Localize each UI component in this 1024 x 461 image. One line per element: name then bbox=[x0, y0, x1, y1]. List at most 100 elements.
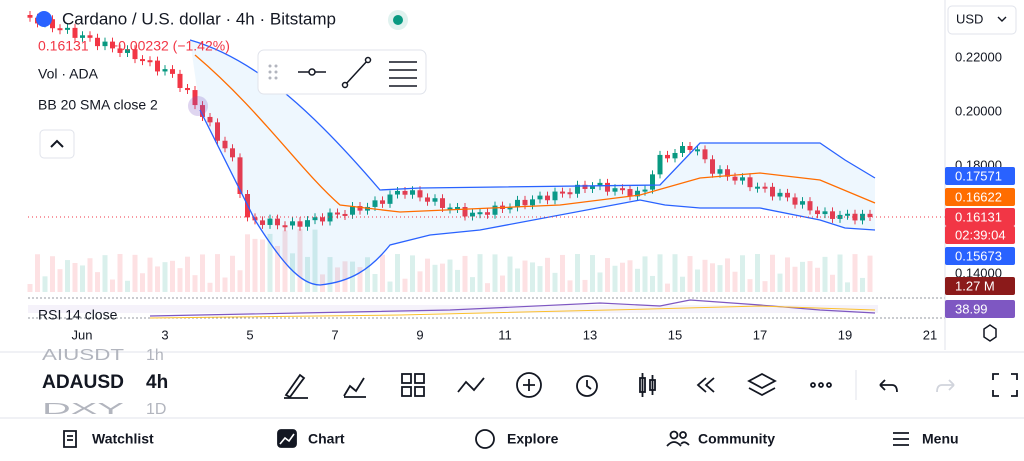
candle bbox=[650, 174, 655, 190]
volume-bar bbox=[665, 283, 670, 292]
symbol-interval[interactable]: 1D bbox=[146, 401, 166, 418]
price-label: 0.22000 bbox=[955, 49, 1002, 64]
candle bbox=[417, 190, 423, 198]
candle bbox=[290, 221, 295, 226]
candle bbox=[530, 199, 535, 206]
nav-item[interactable]: Watchlist bbox=[92, 431, 154, 447]
volume-bar bbox=[230, 255, 235, 292]
candle bbox=[387, 194, 393, 204]
time-label: 3 bbox=[161, 327, 168, 342]
volume-bar bbox=[732, 271, 738, 292]
symbol-interval[interactable]: 4h bbox=[146, 372, 168, 393]
symbol-interval[interactable]: 1h bbox=[146, 347, 164, 364]
status-dot bbox=[393, 15, 403, 25]
volume-bar bbox=[95, 272, 100, 292]
volume-bar bbox=[117, 254, 123, 292]
candle bbox=[522, 199, 528, 206]
nav-item[interactable]: Explore bbox=[507, 431, 559, 447]
volume-bar bbox=[80, 265, 85, 292]
candle bbox=[357, 206, 363, 211]
add-symbol[interactable] bbox=[516, 372, 542, 398]
candle bbox=[455, 207, 460, 210]
trend-line-tool[interactable] bbox=[341, 56, 372, 89]
alert[interactable] bbox=[576, 375, 598, 397]
volume-bar bbox=[140, 273, 145, 292]
rsi-line bbox=[149, 299, 876, 317]
time-label: 13 bbox=[583, 327, 597, 342]
candle bbox=[860, 213, 865, 221]
symbol-name[interactable]: ADAUSD bbox=[42, 372, 124, 393]
volume-bar bbox=[695, 269, 700, 292]
candle bbox=[50, 19, 55, 29]
volume-bar bbox=[845, 282, 850, 292]
nav-item[interactable]: Community bbox=[698, 431, 775, 447]
volume-legend[interactable]: Vol · ADA bbox=[38, 66, 99, 82]
fib-tool[interactable] bbox=[389, 61, 417, 87]
collapse-button[interactable] bbox=[39, 129, 75, 159]
horizontal-line-tool[interactable] bbox=[298, 68, 326, 76]
candle bbox=[342, 213, 348, 216]
volume-bar bbox=[290, 253, 295, 292]
more[interactable] bbox=[810, 382, 832, 388]
draw-tool[interactable] bbox=[284, 373, 308, 399]
layers[interactable] bbox=[747, 372, 777, 397]
nav-item[interactable]: Menu bbox=[922, 431, 959, 447]
redo[interactable] bbox=[936, 379, 955, 393]
time-label: 11 bbox=[498, 327, 512, 342]
compare[interactable] bbox=[457, 377, 485, 393]
badge-label: 02:39:04 bbox=[955, 227, 1006, 242]
volume-bar bbox=[410, 255, 415, 292]
rsi-legend[interactable]: RSI 14 close bbox=[38, 307, 118, 323]
volume-bar bbox=[492, 254, 498, 292]
candle bbox=[402, 190, 408, 195]
volume-bar bbox=[702, 259, 708, 292]
undo[interactable] bbox=[879, 379, 898, 393]
volume-bar bbox=[762, 281, 768, 292]
symbol-title[interactable]: Cardano / U.S. dollar · 4h · Bitstamp bbox=[62, 9, 336, 28]
candle bbox=[575, 184, 580, 194]
volume-bar bbox=[582, 279, 588, 292]
candle bbox=[830, 211, 835, 219]
volume-bar bbox=[515, 268, 520, 292]
volume-bar bbox=[785, 257, 790, 292]
fullscreen[interactable] bbox=[992, 373, 1018, 397]
indicators[interactable] bbox=[343, 377, 366, 398]
candle bbox=[770, 186, 775, 197]
symbol-name[interactable]: DXY bbox=[42, 401, 125, 418]
candle bbox=[582, 184, 588, 189]
bar-style[interactable] bbox=[639, 373, 656, 397]
rsi-band bbox=[28, 305, 878, 313]
currency-select[interactable] bbox=[947, 5, 1017, 35]
candle bbox=[102, 41, 108, 47]
volume-bar bbox=[365, 257, 370, 292]
candle bbox=[267, 218, 273, 225]
volume-bar bbox=[102, 255, 108, 292]
volume-bar bbox=[552, 272, 558, 292]
symbol-name[interactable]: AIUSDT bbox=[42, 347, 124, 364]
volume-bar bbox=[207, 282, 213, 292]
candle bbox=[732, 176, 738, 181]
candle bbox=[425, 197, 430, 202]
candle bbox=[807, 201, 813, 211]
price-badge bbox=[945, 247, 1015, 265]
candle bbox=[507, 207, 513, 210]
volume-bar bbox=[395, 254, 400, 292]
replay[interactable] bbox=[696, 377, 715, 393]
candle bbox=[170, 69, 175, 74]
badge-label: 0.16131 bbox=[955, 209, 1002, 224]
candle bbox=[612, 188, 618, 192]
volume-bar bbox=[260, 239, 265, 292]
volume-bar bbox=[635, 268, 640, 292]
candle bbox=[350, 206, 355, 215]
volume-bar bbox=[125, 280, 130, 292]
bb-legend[interactable]: BB 20 SMA close 2 bbox=[38, 97, 158, 113]
settings-icon[interactable] bbox=[983, 324, 997, 342]
nav-item[interactable]: Chart bbox=[308, 431, 345, 447]
candle bbox=[432, 198, 438, 202]
candle bbox=[672, 152, 678, 159]
volume-bar bbox=[642, 256, 648, 292]
volume-bar bbox=[320, 274, 325, 292]
candle bbox=[635, 190, 640, 197]
templates[interactable] bbox=[401, 373, 425, 397]
candle bbox=[515, 199, 520, 208]
